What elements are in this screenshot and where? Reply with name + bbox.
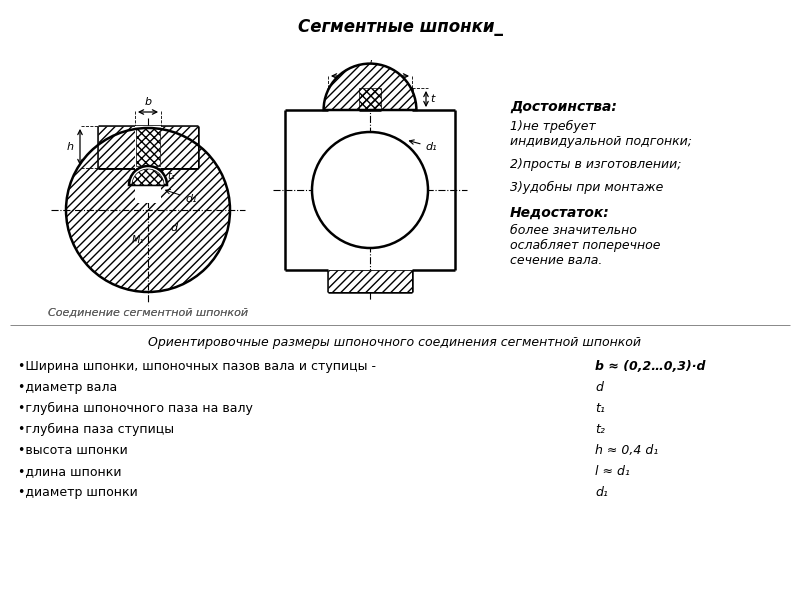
Text: •глубина паза ступицы: •глубина паза ступицы xyxy=(18,423,174,436)
Wedge shape xyxy=(132,169,164,185)
Text: •глубина шпоночного паза на валу: •глубина шпоночного паза на валу xyxy=(18,402,253,415)
Bar xyxy=(136,168,160,185)
Bar xyxy=(98,126,198,168)
Text: •диаметр вала: •диаметр вала xyxy=(18,381,118,394)
Bar xyxy=(328,270,412,292)
Text: h ≈ 0,4 d₁: h ≈ 0,4 d₁ xyxy=(595,444,658,457)
Bar xyxy=(328,88,412,110)
Bar xyxy=(135,126,161,170)
Circle shape xyxy=(312,132,428,248)
Text: b: b xyxy=(145,97,151,107)
Bar xyxy=(328,270,412,292)
Text: 1)не требует
индивидуальной подгонки;: 1)не требует индивидуальной подгонки; xyxy=(510,120,692,148)
Circle shape xyxy=(66,128,230,292)
Text: Недостаток:: Недостаток: xyxy=(510,206,610,220)
Text: 2)просты в изготовлении;: 2)просты в изготовлении; xyxy=(510,158,682,171)
Text: σ_см: σ_см xyxy=(169,131,191,140)
Bar xyxy=(136,168,160,185)
Text: t: t xyxy=(430,94,434,104)
Bar xyxy=(98,126,198,168)
Bar xyxy=(285,110,455,270)
Text: Ориентировочные размеры шпоночного соединения сегментной шпонкой: Ориентировочные размеры шпоночного соеди… xyxy=(149,336,642,349)
Bar xyxy=(359,88,381,110)
Text: •длина шпонки: •длина шпонки xyxy=(18,465,122,478)
Text: Соединение сегментной шпонкой: Соединение сегментной шпонкой xyxy=(48,308,248,318)
Bar xyxy=(359,88,381,110)
Text: b ≈ (0,2…0,3)·d: b ≈ (0,2…0,3)·d xyxy=(595,360,706,373)
Text: •Ширина шпонки, шпоночных пазов вала и ступицы -: •Ширина шпонки, шпоночных пазов вала и с… xyxy=(18,360,376,373)
Text: d: d xyxy=(595,381,603,394)
Text: более значительно
ослабляет поперечное
сечение вала.: более значительно ослабляет поперечное с… xyxy=(510,224,661,267)
Text: 3)удобны при монтаже: 3)удобны при монтаже xyxy=(510,181,663,194)
Bar xyxy=(328,88,412,110)
Text: Соединение сегментной шпонкой: Соединение сегментной шпонкой xyxy=(48,308,248,318)
Text: t₂: t₂ xyxy=(595,423,605,436)
Bar xyxy=(136,128,160,166)
Text: t₁: t₁ xyxy=(595,402,605,415)
Text: t₁: t₁ xyxy=(167,171,174,181)
Text: Достоинства:: Достоинства: xyxy=(510,100,617,114)
Text: h: h xyxy=(67,142,74,152)
Text: d: d xyxy=(170,223,177,233)
Text: d₁: d₁ xyxy=(410,140,437,152)
Text: d₁: d₁ xyxy=(166,190,197,203)
Wedge shape xyxy=(129,166,167,185)
Bar xyxy=(135,168,161,203)
Text: Сегментные шпонки_: Сегментные шпонки_ xyxy=(298,18,502,36)
Bar xyxy=(136,128,160,166)
Text: l ≈ d₁: l ≈ d₁ xyxy=(595,465,630,478)
Text: d₁: d₁ xyxy=(595,486,608,499)
Text: •высота шпонки: •высота шпонки xyxy=(18,444,128,457)
Text: •диаметр шпонки: •диаметр шпонки xyxy=(18,486,138,499)
Bar xyxy=(359,88,381,110)
Wedge shape xyxy=(323,64,416,110)
Text: M₁: M₁ xyxy=(132,235,144,245)
Text: l: l xyxy=(369,60,371,70)
Wedge shape xyxy=(132,169,164,185)
